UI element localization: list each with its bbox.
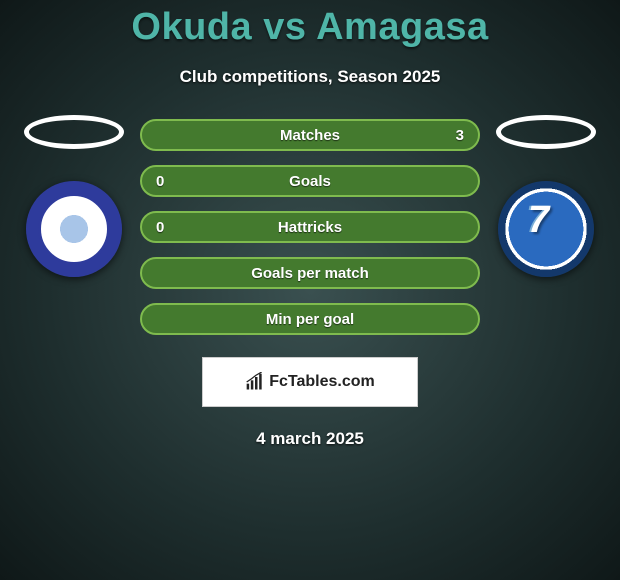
stat-right-value: 3	[456, 127, 464, 144]
stat-left-value: 0	[156, 173, 164, 190]
stat-label: Matches	[280, 127, 340, 144]
stats-area: Matches 3 0 Goals 0 Hattricks Goals per …	[0, 119, 620, 335]
left-player-col	[24, 119, 124, 335]
stat-label: Goals per match	[251, 265, 369, 282]
placeholder-oval-icon	[24, 115, 124, 149]
date-text: 4 march 2025	[0, 429, 620, 449]
placeholder-oval-icon	[496, 115, 596, 149]
page-subtitle: Club competitions, Season 2025	[0, 67, 620, 87]
bar-chart-icon	[245, 372, 265, 392]
stat-label: Hattricks	[278, 219, 342, 236]
stat-row-goals-per-match: Goals per match	[140, 257, 480, 289]
right-player-col	[496, 119, 596, 335]
club-badge-right	[498, 181, 594, 277]
stat-pills: Matches 3 0 Goals 0 Hattricks Goals per …	[140, 119, 480, 335]
brand-watermark: FcTables.com	[202, 357, 418, 407]
stat-label: Min per goal	[266, 311, 354, 328]
stat-row-min-per-goal: Min per goal	[140, 303, 480, 335]
brand-text: FcTables.com	[269, 373, 375, 391]
stat-label: Goals	[289, 173, 331, 190]
page-title: Okuda vs Amagasa	[0, 0, 620, 49]
club-badge-left	[26, 181, 122, 277]
stat-row-hattricks: 0 Hattricks	[140, 211, 480, 243]
stat-row-goals: 0 Goals	[140, 165, 480, 197]
stat-row-matches: Matches 3	[140, 119, 480, 151]
stat-left-value: 0	[156, 219, 164, 236]
